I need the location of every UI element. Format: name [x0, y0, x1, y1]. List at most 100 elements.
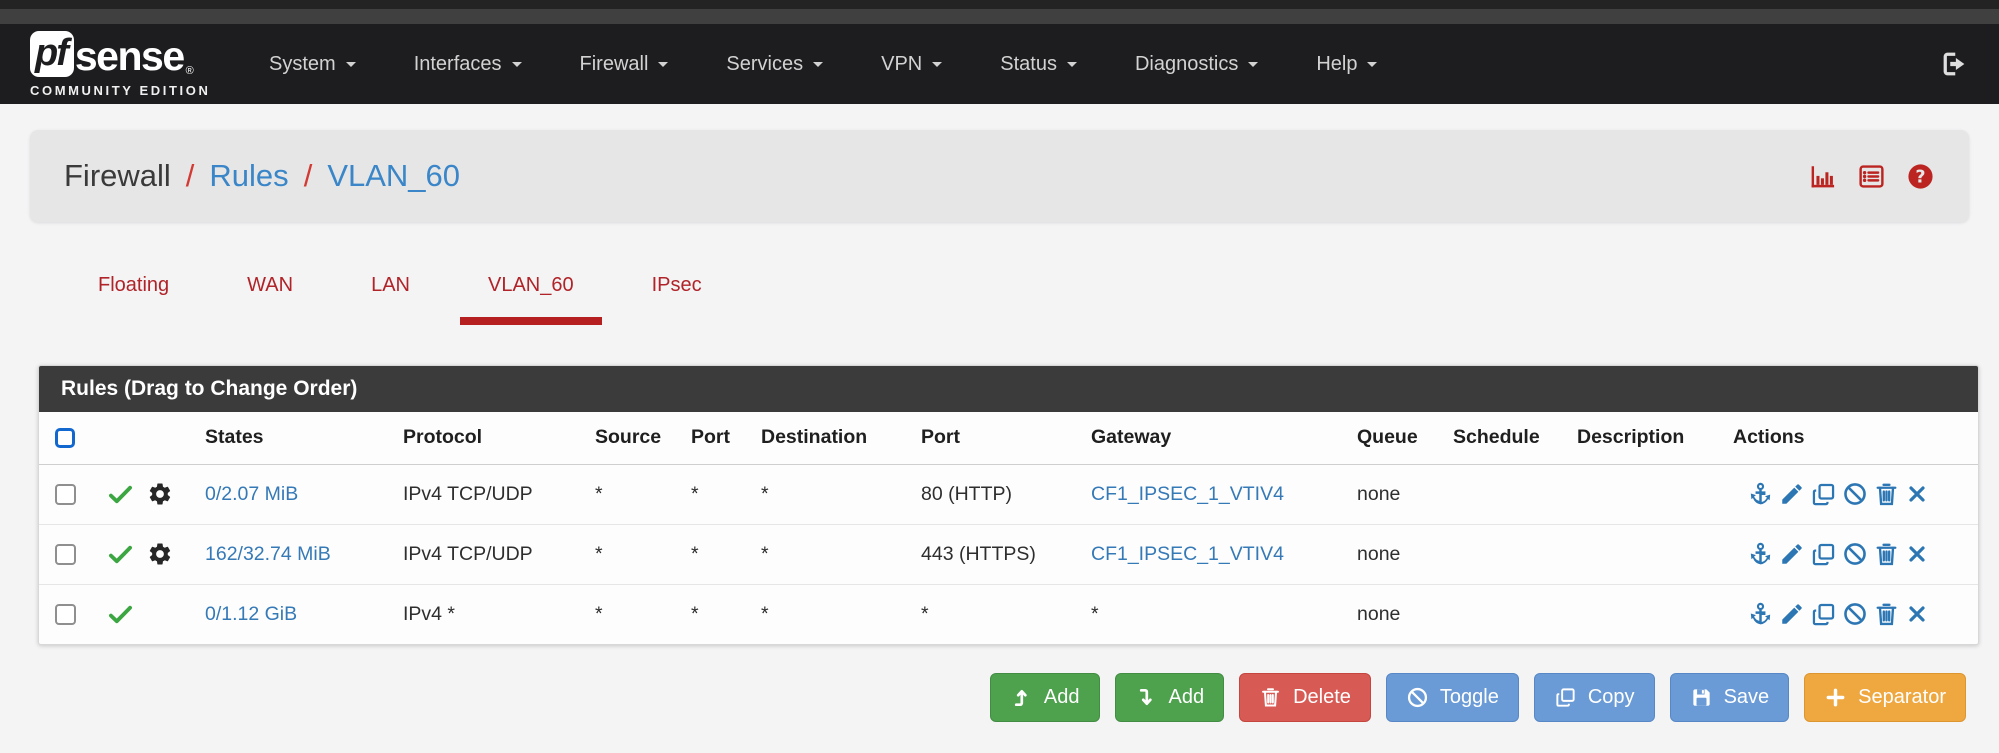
- nav-item-firewall[interactable]: Firewall: [551, 43, 698, 86]
- close-icon[interactable]: [1905, 602, 1929, 626]
- pencil-icon[interactable]: [1779, 541, 1805, 567]
- ban-icon[interactable]: [1842, 481, 1868, 507]
- rule-row-3[interactable]: 0/1.12 GiB IPv4 * * * * * * none: [39, 584, 1978, 644]
- delete-rules-button[interactable]: Delete: [1239, 673, 1371, 722]
- add-rule-top-button[interactable]: Add: [989, 673, 1100, 722]
- col-protocol: Protocol: [403, 412, 595, 465]
- nav-item-services[interactable]: Services: [697, 43, 852, 86]
- trash-icon[interactable]: [1873, 601, 1900, 628]
- col-source-port: Port: [691, 412, 761, 465]
- close-icon[interactable]: [1905, 542, 1929, 566]
- nav-item-system[interactable]: System: [240, 43, 385, 86]
- save-icon: [1690, 686, 1713, 709]
- plus-icon: [1824, 686, 1847, 709]
- breadcrumb: Firewall / Rules / VLAN_60: [64, 158, 460, 194]
- rule-checkbox[interactable]: [55, 483, 76, 505]
- breadcrumb-link-rules[interactable]: Rules: [209, 158, 289, 193]
- copy-icon[interactable]: [1810, 601, 1837, 628]
- breadcrumb-link-vlan60[interactable]: VLAN_60: [327, 158, 461, 193]
- community-edition-label: COMMUNITY EDITION: [30, 83, 211, 98]
- dest-port-cell: 80 (HTTP): [921, 464, 1091, 525]
- breadcrumb-bar: Firewall / Rules / VLAN_60: [30, 130, 1969, 222]
- ban-icon[interactable]: [1842, 601, 1868, 627]
- anchor-icon[interactable]: [1747, 541, 1774, 568]
- rule-checkbox[interactable]: [55, 543, 76, 565]
- rule-row-1[interactable]: 0/2.07 MiB IPv4 TCP/UDP * * * 80 (HTTP) …: [39, 464, 1978, 525]
- anchor-icon[interactable]: [1747, 601, 1774, 628]
- col-schedule: Schedule: [1453, 412, 1577, 465]
- col-destination: Destination: [761, 412, 921, 465]
- rules-table: States Protocol Source Port Destination …: [39, 412, 1978, 644]
- copy-icon[interactable]: [1810, 481, 1837, 508]
- trash-icon[interactable]: [1873, 541, 1900, 568]
- rules-panel-title: Rules (Drag to Change Order): [39, 366, 1978, 412]
- sign-out-icon[interactable]: [1939, 49, 1969, 79]
- breadcrumb-separator: /: [185, 158, 195, 193]
- rule-row-2[interactable]: 162/32.74 MiB IPv4 TCP/UDP * * * 443 (HT…: [39, 524, 1978, 585]
- gateway-link[interactable]: CF1_IPSEC_1_VTIV4: [1091, 542, 1284, 565]
- states-link[interactable]: 0/1.12 GiB: [205, 602, 298, 625]
- trash-icon[interactable]: [1873, 481, 1900, 508]
- source-port-cell: *: [691, 602, 699, 625]
- pencil-icon[interactable]: [1779, 601, 1805, 627]
- schedule-cell: [1453, 464, 1577, 525]
- gateway-link[interactable]: CF1_IPSEC_1_VTIV4: [1091, 482, 1284, 505]
- nav-item-status[interactable]: Status: [971, 43, 1106, 86]
- dest-port-cell: *: [921, 602, 929, 625]
- table-header-row: States Protocol Source Port Destination …: [39, 412, 1978, 465]
- list-icon[interactable]: [1857, 162, 1886, 191]
- source-port-cell: *: [691, 464, 761, 525]
- toggle-rules-button[interactable]: Toggle: [1385, 673, 1519, 722]
- copy-rules-button[interactable]: Copy: [1533, 673, 1655, 722]
- pencil-icon[interactable]: [1779, 481, 1805, 507]
- help-icon[interactable]: [1906, 162, 1935, 191]
- select-all-checkbox[interactable]: [55, 427, 75, 448]
- registered-mark: ®: [185, 65, 194, 77]
- schedule-cell: [1453, 584, 1577, 644]
- nav-item-vpn[interactable]: VPN: [852, 43, 971, 86]
- window-top-strip: [0, 0, 1999, 9]
- schedule-cell: [1453, 524, 1577, 585]
- nav-item-diagnostics[interactable]: Diagnostics: [1106, 43, 1287, 86]
- queue-cell: none: [1357, 464, 1453, 525]
- tab-wan[interactable]: WAN: [247, 274, 294, 296]
- chevron-down-icon: [1248, 62, 1259, 72]
- nav-item-help[interactable]: Help: [1287, 43, 1406, 86]
- gateway-cell: *: [1091, 602, 1099, 625]
- tab-floating[interactable]: Floating: [98, 274, 170, 296]
- save-rules-button[interactable]: Save: [1669, 673, 1790, 722]
- breadcrumb-root: Firewall: [64, 158, 171, 193]
- top-navbar: pf sense ® COMMUNITY EDITION System Interf…: [0, 24, 1999, 104]
- add-rule-bottom-button[interactable]: Add: [1114, 673, 1225, 722]
- tab-ipsec[interactable]: IPsec: [651, 274, 702, 296]
- col-states: States: [205, 412, 403, 465]
- states-link[interactable]: 162/32.74 MiB: [205, 542, 331, 565]
- level-down-icon: [1135, 686, 1158, 709]
- source-cell: *: [595, 464, 691, 525]
- nav-item-interfaces[interactable]: Interfaces: [385, 43, 551, 86]
- pass-check-icon: [107, 481, 134, 508]
- col-gateway: Gateway: [1091, 412, 1357, 465]
- tab-vlan60[interactable]: VLAN_60: [459, 266, 602, 325]
- nav-menu: System Interfaces Firewall Services VPN …: [240, 43, 1406, 86]
- copy-icon[interactable]: [1810, 541, 1837, 568]
- rule-checkbox[interactable]: [55, 603, 76, 625]
- interface-tabs: Floating WAN LAN VLAN_60 IPsec: [70, 266, 1999, 325]
- source-cell: *: [595, 602, 603, 625]
- chevron-down-icon: [1367, 62, 1378, 72]
- pass-check-icon: [107, 541, 134, 568]
- trash-icon: [1259, 686, 1282, 709]
- add-separator-button[interactable]: Separator: [1804, 673, 1966, 722]
- bar-chart-icon[interactable]: [1808, 162, 1837, 191]
- rules-action-buttons: Add Add Delete Toggle Copy Save Separato…: [0, 673, 1966, 722]
- close-icon[interactable]: [1905, 482, 1929, 506]
- chevron-down-icon: [345, 62, 356, 72]
- chevron-down-icon: [511, 62, 522, 72]
- states-link[interactable]: 0/2.07 MiB: [205, 482, 299, 505]
- window-title-strip: [0, 9, 1999, 24]
- ban-icon[interactable]: [1842, 541, 1868, 567]
- tab-lan[interactable]: LAN: [371, 274, 410, 296]
- description-cell: [1577, 464, 1733, 525]
- anchor-icon[interactable]: [1747, 481, 1774, 508]
- pfsense-logo[interactable]: pf sense ® COMMUNITY EDITION: [30, 31, 226, 97]
